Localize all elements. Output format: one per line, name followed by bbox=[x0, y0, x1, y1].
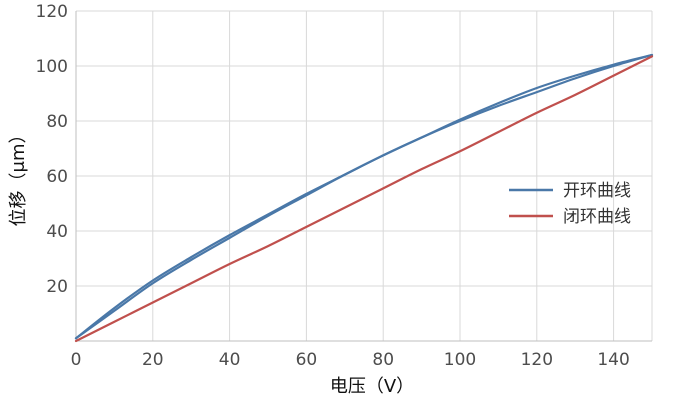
x-tick-label-80: 80 bbox=[372, 350, 394, 370]
x-tick-label-140: 140 bbox=[597, 350, 629, 370]
x-tick-label-0: 0 bbox=[71, 350, 82, 370]
series-lines bbox=[74, 53, 654, 343]
x-tick-label-60: 60 bbox=[296, 350, 318, 370]
grid bbox=[76, 10, 653, 341]
legend-item-0: 开环曲线 bbox=[509, 181, 631, 201]
y-axis-title: 位移（μm） bbox=[8, 126, 29, 227]
y-tick-label-120: 120 bbox=[36, 2, 68, 22]
y-tick-label-100: 100 bbox=[36, 57, 68, 77]
series-line-hysteresis-descending bbox=[74, 53, 654, 340]
legend-item-1: 闭环曲线 bbox=[509, 207, 631, 227]
axes bbox=[75, 11, 652, 342]
y-tick-label-20: 20 bbox=[46, 277, 68, 297]
legend-label: 闭环曲线 bbox=[563, 207, 631, 227]
y-tick-label-40: 40 bbox=[46, 222, 68, 242]
series-line-closed-loop bbox=[74, 55, 654, 343]
x-tick-label-100: 100 bbox=[444, 350, 476, 370]
x-tick-label-120: 120 bbox=[521, 350, 553, 370]
x-tick-label-40: 40 bbox=[219, 350, 241, 370]
x-tick-label-20: 20 bbox=[142, 350, 164, 370]
y-tick-labels: 20 40 60 80 100 120 bbox=[36, 2, 68, 297]
x-axis-title: 电压（V） bbox=[330, 376, 414, 397]
legend-label: 开环曲线 bbox=[563, 181, 631, 201]
y-tick-label-60: 60 bbox=[46, 167, 68, 187]
x-tick-labels: 0 20 40 60 80 100 120 140 bbox=[71, 350, 630, 370]
y-tick-label-80: 80 bbox=[46, 112, 68, 132]
